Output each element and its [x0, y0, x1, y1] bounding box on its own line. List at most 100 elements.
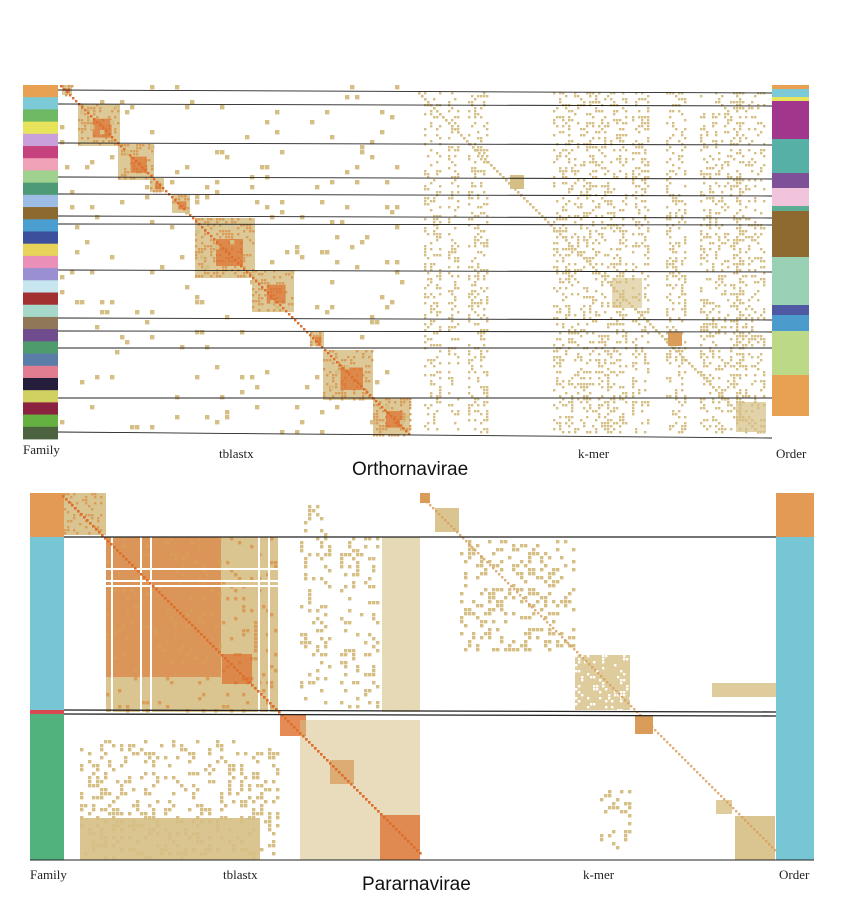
kmer-cell — [678, 245, 681, 248]
kmer-cell — [474, 290, 477, 293]
kmer-cell — [544, 580, 548, 584]
tblastx-diag — [419, 852, 422, 855]
kmer-cell — [748, 341, 751, 344]
tblastx-cell — [234, 617, 238, 621]
kmer-cell — [500, 560, 504, 564]
tblastx-cell — [341, 398, 344, 401]
family-segment — [23, 97, 58, 110]
kmer-cell — [553, 428, 556, 431]
kmer-diag — [436, 110, 439, 113]
kmer-cell — [721, 410, 724, 413]
kmer-gap — [578, 661, 581, 664]
kmer-diag — [490, 164, 493, 167]
kmer-cell — [589, 383, 592, 386]
kmer-cell — [706, 260, 709, 263]
tblastx-cell — [252, 288, 255, 291]
tblastx-cell — [310, 341, 313, 344]
kmer-cell — [763, 344, 766, 347]
kmer-cell — [589, 101, 592, 104]
tblastx-scatter — [135, 310, 140, 315]
kmer-cell — [644, 326, 647, 329]
tblastx-cell — [174, 621, 178, 625]
kmer-cell — [724, 209, 727, 212]
kmer-cell — [706, 215, 709, 218]
kmer-cell — [454, 155, 457, 158]
kmer-cell — [675, 356, 678, 359]
kmer-cell — [595, 164, 598, 167]
kmer-cell — [718, 332, 721, 335]
kmer-cell — [565, 227, 568, 230]
kmer-cell — [592, 350, 595, 353]
tblastx-cell — [224, 760, 228, 764]
tblastx-cell — [285, 291, 288, 294]
kmer-cell — [641, 335, 644, 338]
tblastx-cell — [249, 218, 252, 221]
tblastx-scatter — [385, 260, 390, 265]
kmer-cell — [763, 317, 766, 320]
kmer-cell — [553, 248, 556, 251]
kmer-cell — [486, 350, 489, 353]
kmer-cell — [464, 624, 468, 628]
kmer-cell — [684, 302, 687, 305]
kmer-cell — [613, 401, 616, 404]
kmer-cell — [471, 191, 474, 194]
kmer-cell — [641, 170, 644, 173]
kmer-diag — [418, 92, 421, 95]
tblastx-diag — [104, 537, 107, 540]
kmer-cell — [556, 266, 559, 269]
tblastx-diag — [333, 358, 336, 361]
tblastx-diag — [303, 328, 306, 331]
tblastx-cell — [391, 407, 394, 410]
kmer-cell — [607, 203, 610, 206]
kmer-gap — [626, 688, 629, 691]
kmer-cell — [454, 305, 457, 308]
kmer-cell — [739, 191, 742, 194]
kmer-cell — [477, 113, 480, 116]
tblastx-cell — [187, 207, 190, 210]
kmer-cell — [616, 227, 619, 230]
tblastx-diag — [102, 127, 105, 130]
tblastx-cell — [84, 128, 87, 131]
kmer-cell — [700, 173, 703, 176]
kmer-diag — [451, 125, 454, 128]
kmer-cell — [574, 341, 577, 344]
kmer-cell — [625, 263, 628, 266]
tblastx-diag — [321, 346, 324, 349]
kmer-cell — [760, 380, 763, 383]
kmer-cell — [672, 197, 675, 200]
kmer-cell — [647, 161, 650, 164]
kmer-cell — [433, 179, 436, 182]
kmer-cell — [480, 564, 484, 568]
kmer-cell — [733, 143, 736, 146]
tblastx-diag — [335, 768, 338, 771]
kmer-cell — [610, 248, 613, 251]
tblastx-scatter — [350, 85, 355, 90]
tblastx-diag — [324, 349, 327, 352]
tblastx-cell — [195, 245, 198, 248]
kmer-gap — [608, 694, 611, 697]
kmer-cell — [427, 284, 430, 287]
kmer-cell — [528, 556, 532, 560]
kmer-cell — [488, 540, 492, 544]
kmer-cell — [700, 344, 703, 347]
tblastx-cell — [248, 788, 252, 792]
kmer-cell — [488, 600, 492, 604]
tblastx-diag — [323, 756, 326, 759]
kmer-cell — [647, 251, 650, 254]
kmer-cell — [751, 116, 754, 119]
tblastx-cell — [373, 416, 376, 419]
kmer-cell — [598, 365, 601, 368]
tblastx-cell — [364, 537, 368, 541]
kmer-cell — [739, 200, 742, 203]
kmer-cell — [480, 620, 484, 624]
tblastx-scatter — [205, 185, 210, 190]
tblastx-cell — [166, 641, 170, 645]
tblastx-cell — [312, 653, 316, 657]
kmer-cell — [736, 323, 739, 326]
kmer-cell — [568, 110, 571, 113]
tblastx-cell — [99, 143, 102, 146]
kmer-cell — [571, 149, 574, 152]
tblastx-cell — [313, 335, 316, 338]
kmer-cell — [488, 612, 492, 616]
kmer-cell — [739, 392, 742, 395]
